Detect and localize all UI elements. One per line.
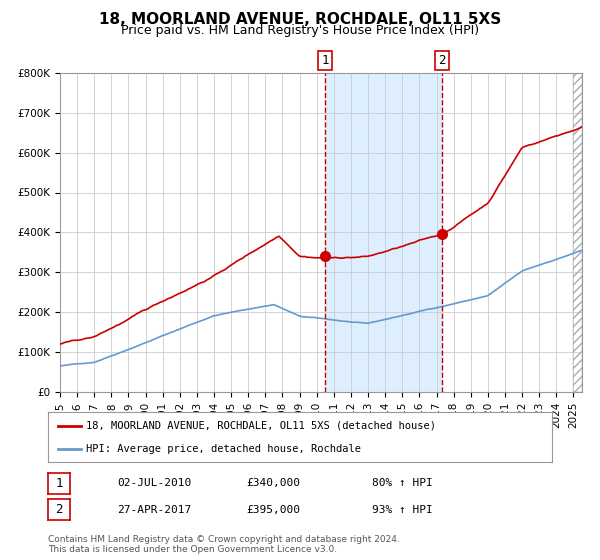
Text: 2: 2 — [55, 503, 62, 516]
Text: £395,000: £395,000 — [246, 505, 300, 515]
Text: 1: 1 — [55, 477, 62, 490]
Text: Price paid vs. HM Land Registry's House Price Index (HPI): Price paid vs. HM Land Registry's House … — [121, 24, 479, 37]
Text: 93% ↑ HPI: 93% ↑ HPI — [372, 505, 433, 515]
Text: 2: 2 — [439, 54, 446, 67]
Text: £340,000: £340,000 — [246, 478, 300, 488]
Text: 27-APR-2017: 27-APR-2017 — [117, 505, 191, 515]
Text: 02-JUL-2010: 02-JUL-2010 — [117, 478, 191, 488]
Text: 18, MOORLAND AVENUE, ROCHDALE, OL11 5XS: 18, MOORLAND AVENUE, ROCHDALE, OL11 5XS — [99, 12, 501, 27]
Bar — [325, 73, 442, 392]
Text: HPI: Average price, detached house, Rochdale: HPI: Average price, detached house, Roch… — [86, 445, 361, 454]
Text: Contains HM Land Registry data © Crown copyright and database right 2024.
This d: Contains HM Land Registry data © Crown c… — [48, 535, 400, 554]
Text: 80% ↑ HPI: 80% ↑ HPI — [372, 478, 433, 488]
Text: 1: 1 — [322, 54, 329, 67]
Text: 18, MOORLAND AVENUE, ROCHDALE, OL11 5XS (detached house): 18, MOORLAND AVENUE, ROCHDALE, OL11 5XS … — [86, 421, 436, 431]
